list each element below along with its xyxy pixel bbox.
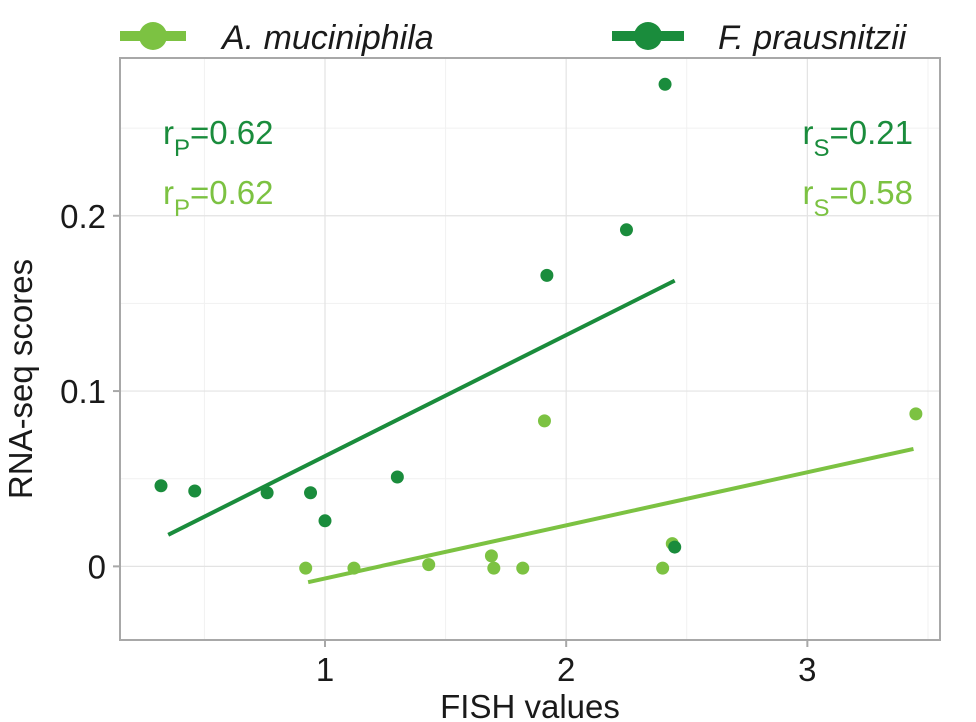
correlation-label: rP=0.62 [163,174,274,222]
data-point [484,549,498,563]
grid-lines [120,58,940,640]
correlation-label: rS=0.21 [802,114,913,162]
legend-label-a-muciniphila: A. muciniphila [220,19,434,57]
data-point [318,514,332,528]
data-point [656,561,670,575]
legend-entry-2: F. prausnitzii [612,19,908,57]
x-tick-label: 1 [316,651,334,688]
legend-label-f-prausnitzii: F. prausnitzii [718,19,908,57]
data-point [299,561,313,575]
x-axis-ticks: 1 2 3 [316,640,817,688]
data-point [188,484,202,498]
data-point [347,561,361,575]
data-point [304,486,318,500]
data-point [668,540,682,554]
data-point [516,561,530,575]
data-point [260,486,274,500]
legend-marker-f-prausnitzii [634,22,662,50]
y-tick-label: 0.1 [60,373,106,410]
data-point [154,479,168,493]
data-point [422,558,436,572]
data-point [537,414,551,428]
x-tick-label: 2 [557,651,575,688]
x-axis-title: FISH values [440,688,620,722]
y-axis-title: RNA-seq scores [2,259,39,499]
correlation-annotations: rP=0.62 rP=0.62 rS=0.21 rS=0.58 [163,114,913,222]
regression-lines [167,278,914,585]
data-point [658,77,672,91]
plot-panel-border [119,57,941,641]
y-tick-label: 0 [88,548,106,585]
legend-marker-a-muciniphila [139,22,167,50]
correlation-label: rS=0.58 [802,174,913,222]
data-point [909,407,923,421]
fit-line [307,446,914,585]
data-point [619,223,633,237]
fit-line [167,278,676,537]
x-tick-label: 3 [798,651,816,688]
data-point [487,561,501,575]
data-point [390,470,404,484]
data-point [540,268,554,282]
y-tick-label: 0.2 [60,198,106,235]
legend-entry-1: A. muciniphila [120,19,434,57]
y-axis-ticks: 0 0.1 0.2 [60,198,120,585]
legend: A. muciniphila F. prausnitzii [120,19,908,57]
data-points [154,77,923,575]
correlation-label: rP=0.62 [163,114,274,162]
